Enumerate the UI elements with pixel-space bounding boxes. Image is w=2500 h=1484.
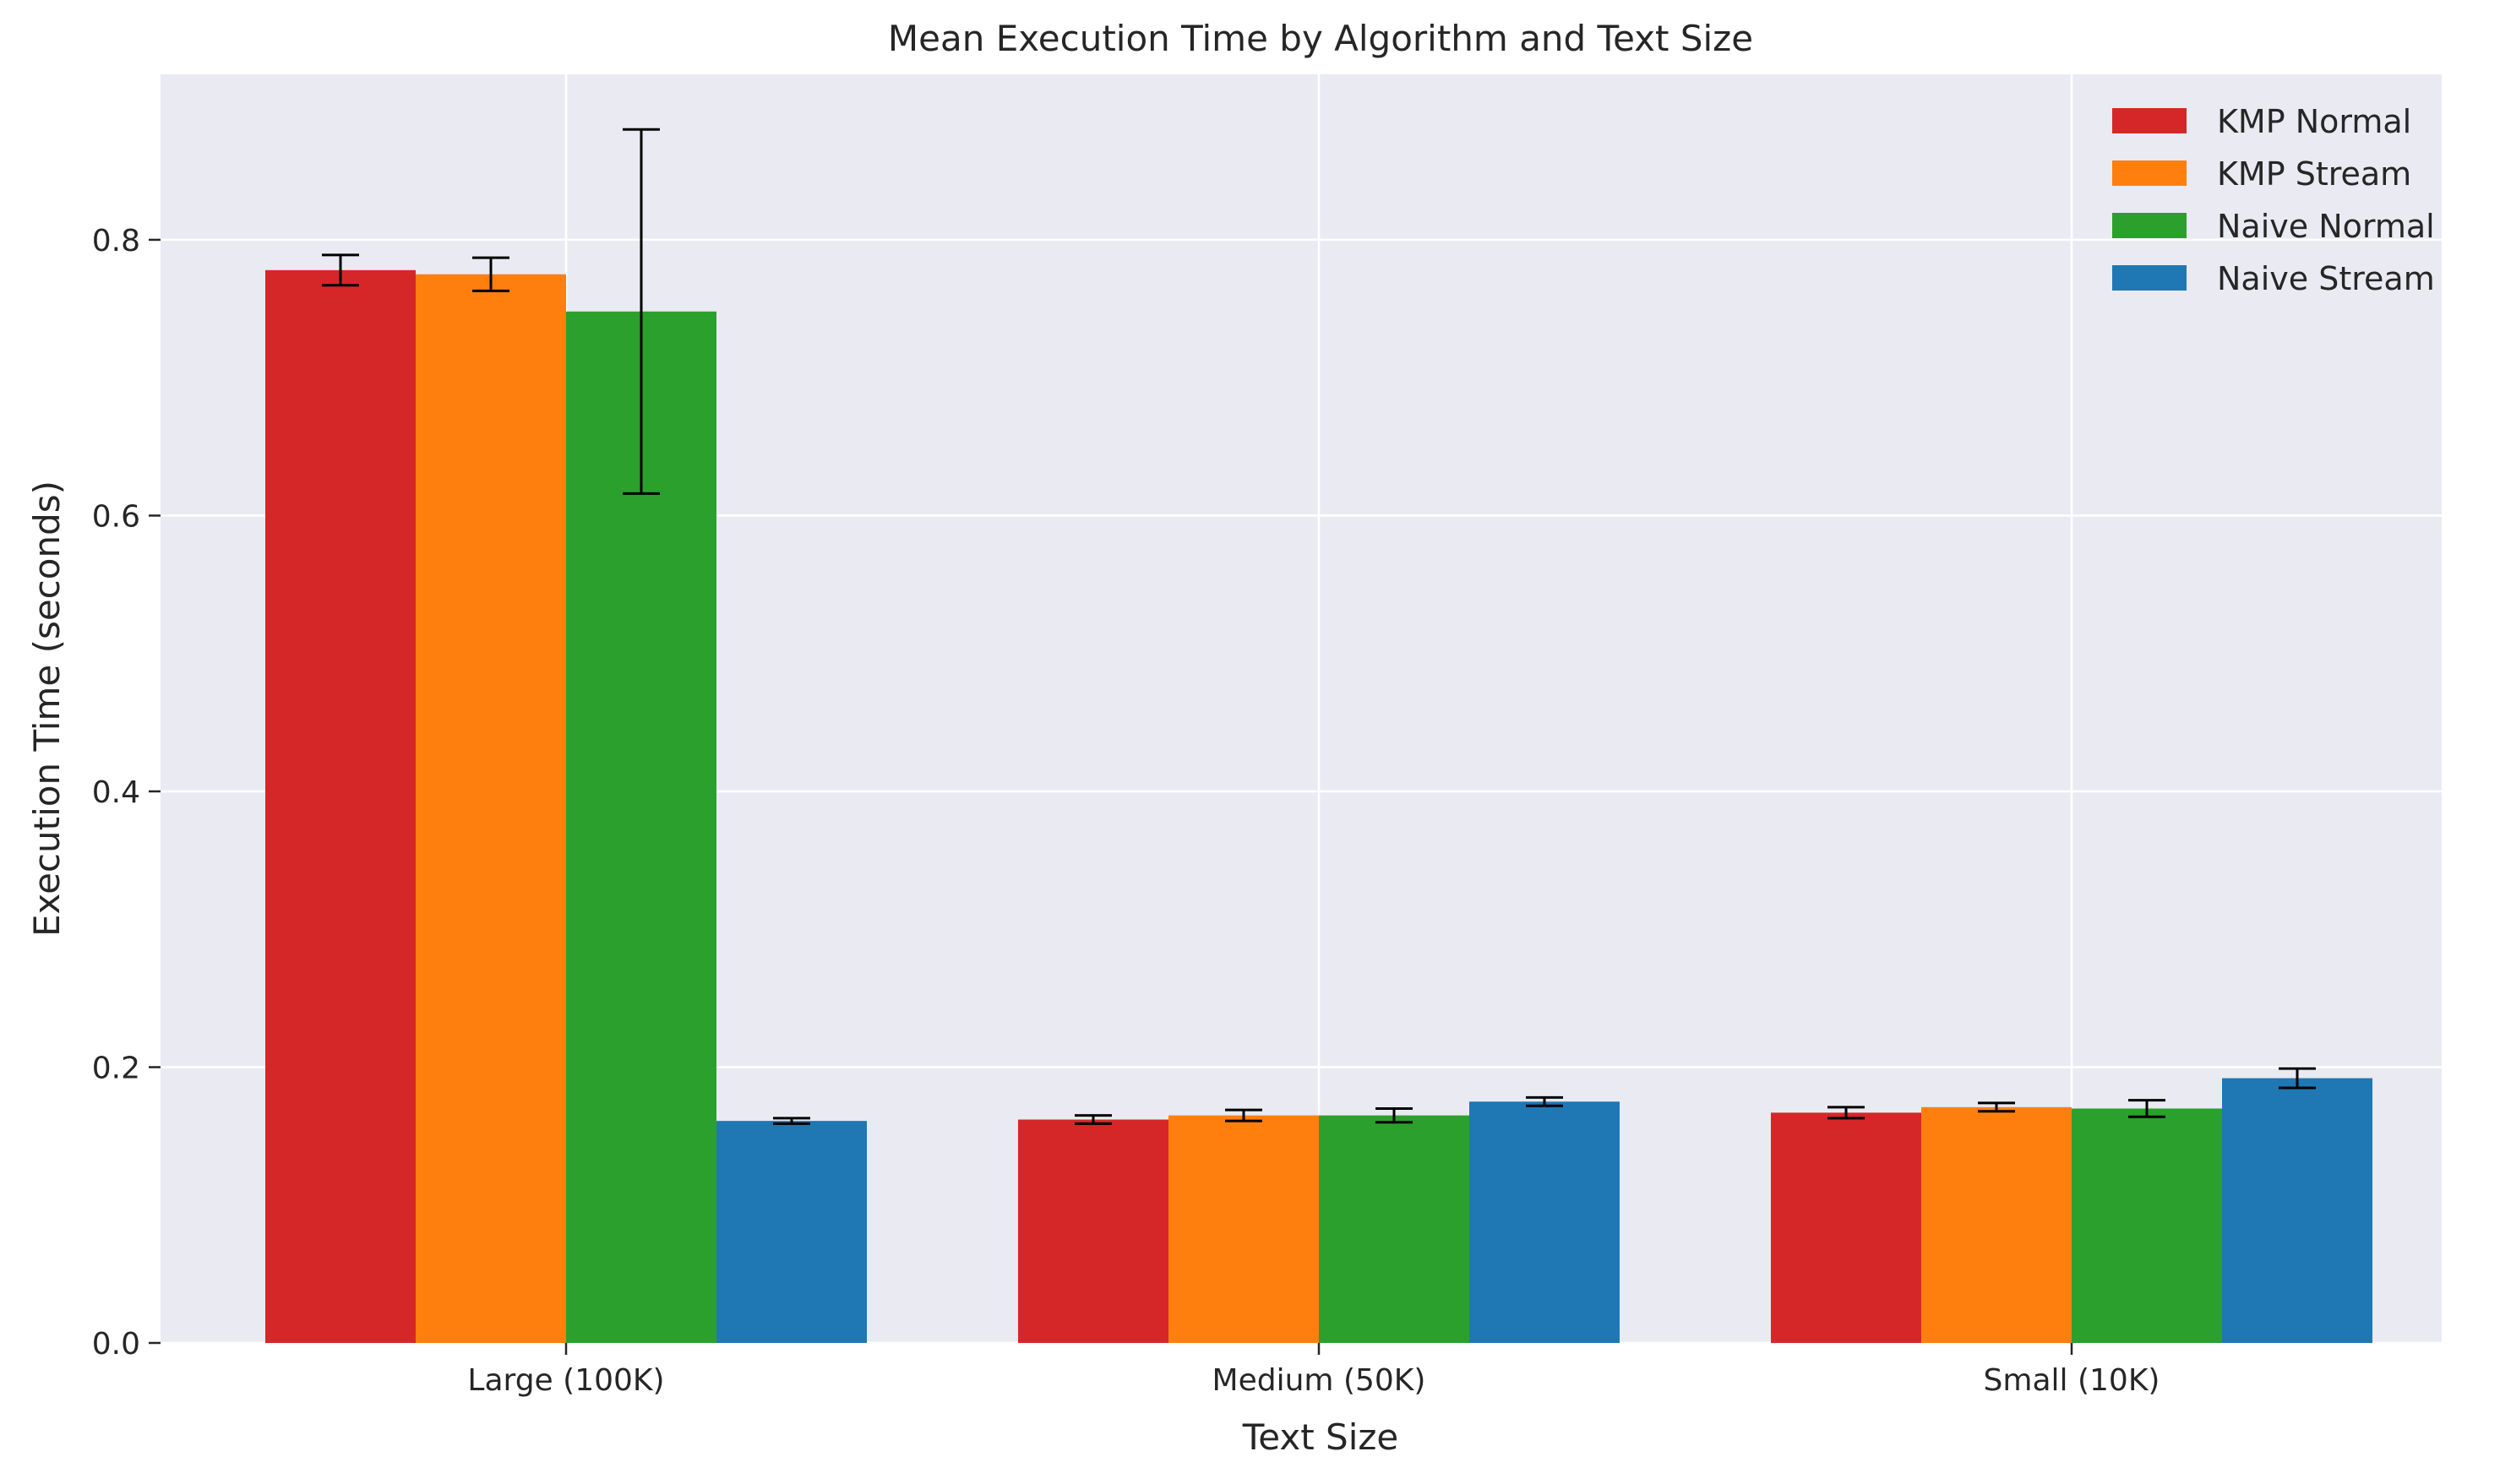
bars — [265, 269, 2372, 1343]
legend-swatch — [2112, 265, 2187, 291]
bar — [265, 269, 416, 1343]
legend-label: KMP Stream — [2217, 155, 2411, 193]
bar — [2222, 1078, 2372, 1343]
bar — [716, 1121, 867, 1343]
y-axis: 0.0 0.2 0.4 0.6 0.8 — [92, 224, 161, 1362]
bar — [1168, 1115, 1319, 1343]
legend-swatch — [2112, 213, 2187, 238]
legend-label: Naive Stream — [2217, 260, 2435, 297]
y-tick-label: 0.8 — [92, 224, 140, 258]
legend-label: Naive Normal — [2217, 208, 2435, 245]
y-tick-label: 0.0 — [92, 1327, 140, 1362]
x-axis: Large (100K) Medium (50K) Small (10K) — [467, 1343, 2160, 1398]
bar — [1018, 1119, 1168, 1343]
legend: KMP Normal KMP Stream Naive Normal Naive St… — [2112, 103, 2435, 297]
bar — [1319, 1115, 1469, 1343]
bar — [1921, 1106, 2072, 1343]
bar — [2072, 1108, 2222, 1343]
x-axis-label: Text Size — [1242, 1416, 1399, 1458]
legend-swatch — [2112, 108, 2187, 133]
x-tick-label: Small (10K) — [1984, 1363, 2160, 1398]
x-tick-label: Medium (50K) — [1212, 1363, 1426, 1398]
x-tick-label: Large (100K) — [467, 1363, 664, 1398]
chart-title: Mean Execution Time by Algorithm and Tex… — [888, 18, 1753, 59]
y-axis-label: Execution Time (seconds) — [26, 481, 68, 937]
y-tick-label: 0.6 — [92, 499, 140, 534]
error-bars — [322, 128, 2316, 1125]
y-tick-label: 0.2 — [92, 1051, 140, 1085]
bar — [1469, 1101, 1620, 1343]
legend-label: KMP Normal — [2217, 103, 2411, 140]
y-tick-label: 0.4 — [92, 775, 140, 810]
bar — [416, 274, 566, 1343]
legend-swatch — [2112, 160, 2187, 186]
bar — [1771, 1112, 1921, 1343]
